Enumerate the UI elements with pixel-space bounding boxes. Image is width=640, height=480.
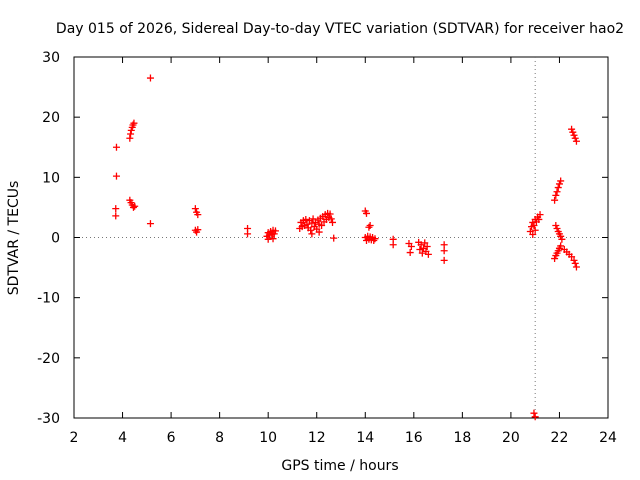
y-tick-label: 0 <box>51 231 60 247</box>
data-point <box>131 202 139 210</box>
x-tick-label: 8 <box>215 430 224 446</box>
data-point <box>551 255 559 263</box>
y-tick-label: -30 <box>37 411 60 427</box>
x-tick-label: 10 <box>259 430 277 446</box>
data-point <box>127 126 135 134</box>
data-point <box>440 256 448 264</box>
data-point <box>423 243 431 251</box>
data-point <box>326 210 334 218</box>
x-tick-label: 4 <box>118 430 127 446</box>
data-point <box>194 211 202 219</box>
data-point <box>309 215 317 223</box>
data-point <box>407 243 415 251</box>
data-point <box>536 211 544 219</box>
data-point <box>424 250 432 258</box>
data-point <box>112 172 120 180</box>
data-point <box>112 143 120 151</box>
data-point <box>269 235 277 243</box>
data-point <box>530 409 538 417</box>
x-tick-label: 16 <box>405 430 423 446</box>
data-point <box>129 203 137 211</box>
data-point <box>330 234 338 242</box>
data-point <box>194 226 202 234</box>
x-tick-label: 14 <box>356 430 374 446</box>
x-axis-label: GPS time / hours <box>281 458 398 474</box>
data-point <box>112 212 120 220</box>
data-point <box>531 226 539 234</box>
x-tick-label: 20 <box>502 430 520 446</box>
data-point <box>244 230 252 238</box>
data-point <box>551 196 559 204</box>
data-point <box>568 125 576 133</box>
data-point <box>552 221 560 229</box>
data-point <box>318 221 326 229</box>
data-point <box>558 235 566 243</box>
data-point <box>329 218 337 226</box>
data-point <box>553 224 561 232</box>
x-tick-label: 2 <box>70 430 79 446</box>
data-point <box>557 232 565 240</box>
data-point <box>406 249 414 257</box>
data-point <box>307 226 315 234</box>
y-tick-label: 20 <box>42 110 60 126</box>
y-axis-label: SDTVAR / TECUs <box>6 181 22 296</box>
data-point <box>130 119 138 127</box>
data-point <box>371 235 379 243</box>
data-point <box>327 215 335 223</box>
data-point <box>315 228 323 236</box>
y-tick-label: 30 <box>42 50 60 66</box>
data-point <box>568 253 576 261</box>
data-point <box>271 227 279 235</box>
x-tick-label: 18 <box>453 430 471 446</box>
data-point <box>554 184 562 192</box>
data-point <box>303 220 311 228</box>
data-point <box>570 131 578 139</box>
x-tick-label: 22 <box>551 430 569 446</box>
data-point <box>421 239 429 247</box>
data-point <box>557 242 565 250</box>
x-tick-label: 24 <box>599 430 617 446</box>
x-tick-label: 6 <box>167 430 176 446</box>
data-point <box>302 215 310 223</box>
y-tick-label: -20 <box>37 351 60 367</box>
data-point <box>389 241 397 249</box>
data-point <box>417 241 425 249</box>
data-point <box>572 137 580 145</box>
data-point <box>440 247 448 255</box>
data-point <box>440 241 448 249</box>
data-point <box>270 230 278 238</box>
data-point <box>531 413 539 421</box>
data-point <box>571 134 579 142</box>
data-point <box>146 74 154 82</box>
data-point <box>112 205 120 213</box>
data-point <box>308 230 316 238</box>
data-point <box>146 220 154 228</box>
data-point <box>555 180 563 188</box>
data-point <box>530 221 538 229</box>
data-point <box>126 134 134 142</box>
data-point <box>552 191 560 199</box>
chart-title: Day 015 of 2026, Sidereal Day-to-day VTE… <box>56 21 624 37</box>
data-point <box>418 249 426 257</box>
data-point <box>416 246 424 254</box>
data-point <box>571 259 579 267</box>
y-tick-label: -10 <box>37 291 60 307</box>
data-point <box>553 188 561 196</box>
data-point <box>366 221 374 229</box>
data-point <box>362 209 370 217</box>
data-point <box>569 128 577 136</box>
data-point <box>127 130 135 138</box>
data-point <box>557 177 565 185</box>
y-tick-label: 10 <box>42 170 60 186</box>
data-point <box>572 263 580 271</box>
x-tick-label: 12 <box>308 430 326 446</box>
data-point <box>535 215 543 223</box>
data-point <box>570 256 578 264</box>
data-point <box>529 230 537 238</box>
data-point <box>191 205 199 213</box>
